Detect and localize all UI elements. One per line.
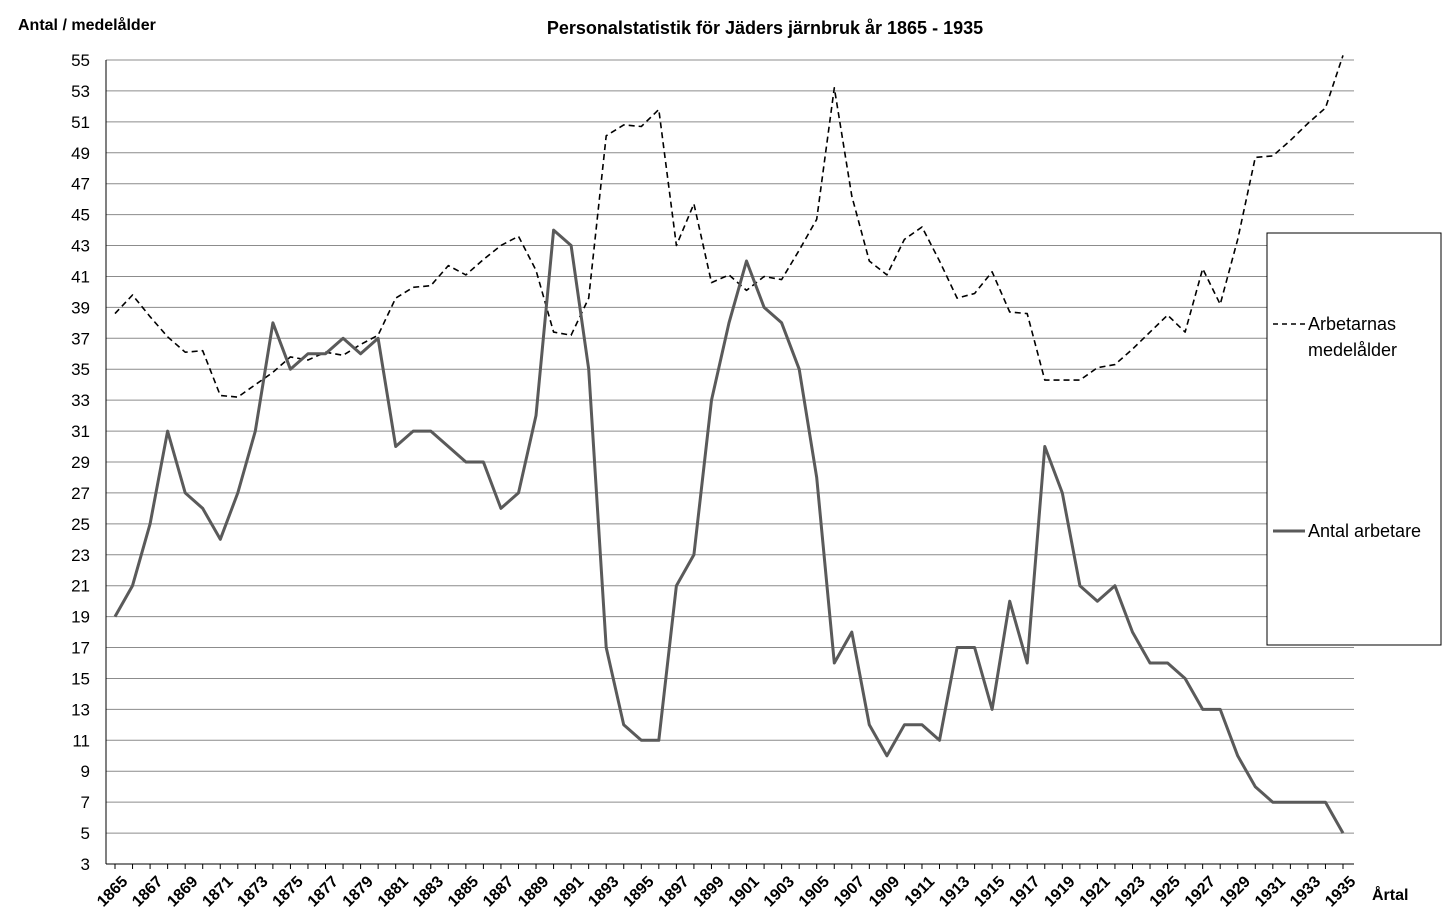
y-tick-label: 45 (71, 206, 90, 225)
x-tick-label: 1907 (831, 873, 868, 910)
legend: Arbetarnas medelålder Antal arbetare (1266, 232, 1442, 646)
legend-box (1266, 232, 1442, 646)
x-tick-label: 1925 (1147, 873, 1184, 910)
x-tick-label: 1889 (515, 873, 552, 910)
y-tick-label: 21 (71, 577, 90, 596)
x-tick-label: 1911 (902, 873, 939, 910)
y-tick-label: 31 (71, 422, 90, 441)
x-tick-label: 1871 (199, 873, 236, 910)
x-tick-label: 1865 (94, 873, 131, 910)
x-tick-label: 1895 (620, 873, 657, 910)
x-tick-label: 1905 (796, 873, 833, 910)
x-tick-label: 1919 (1041, 873, 1078, 910)
y-tick-label: 53 (71, 82, 90, 101)
series-line-1 (113, 228, 1345, 834)
y-tick-label: 33 (71, 391, 90, 410)
x-tick-label: 1879 (340, 873, 377, 910)
x-tick-label: 1929 (1217, 873, 1254, 910)
y-axis-label: Antal / medelålder (18, 16, 156, 34)
x-tick-label: 1869 (164, 873, 201, 910)
x-tick-label: 1915 (971, 873, 1008, 910)
x-tick-label: 1897 (655, 873, 692, 910)
x-tick-label: 1927 (1182, 873, 1219, 910)
x-tick-label: 1913 (936, 873, 973, 910)
chart-title: Personalstatistik för Jäders järnbruk år… (547, 18, 983, 38)
x-tick-label: 1875 (270, 873, 307, 910)
legend-label-antal: Antal arbetare (1308, 521, 1421, 541)
y-tick-label: 13 (71, 700, 90, 719)
x-tick-label: 1921 (1077, 873, 1114, 910)
y-tick-label: 29 (71, 453, 90, 472)
y-tick-label: 27 (71, 484, 90, 503)
x-tick-label: 1935 (1322, 873, 1359, 910)
y-tick-label: 51 (71, 113, 90, 132)
y-tick-label: 49 (71, 144, 90, 163)
y-tick-label: 7 (81, 793, 90, 812)
x-tick-label: 1887 (480, 873, 517, 910)
y-tick-label: 19 (71, 608, 90, 627)
y-tick-label: 5 (81, 824, 90, 843)
x-tick-label: 1885 (445, 873, 482, 910)
x-tick-label: 1909 (866, 873, 903, 910)
series-line-0 (114, 55, 1344, 398)
x-axis-ticks: 1865186718691871187318751877187918811883… (94, 864, 1359, 910)
x-tick-label: 1883 (410, 873, 447, 910)
legend-label-medelalder-line2: medelålder (1308, 340, 1397, 360)
x-tick-label: 1903 (761, 873, 798, 910)
y-tick-label: 39 (71, 298, 90, 317)
x-tick-label: 1881 (375, 873, 412, 910)
x-tick-label: 1867 (129, 873, 166, 910)
y-tick-label: 35 (71, 360, 90, 379)
x-tick-label: 1893 (585, 873, 622, 910)
series-group (113, 55, 1345, 834)
y-tick-label: 25 (71, 515, 90, 534)
x-tick-label: 1931 (1252, 873, 1289, 910)
y-axis-ticks: 3579111315171921232527293133353739414345… (71, 51, 90, 874)
y-tick-label: 15 (71, 669, 90, 688)
x-tick-label: 1891 (550, 873, 587, 910)
y-tick-label: 9 (81, 762, 90, 781)
y-tick-label: 55 (71, 51, 90, 70)
x-tick-label: 1933 (1287, 873, 1324, 910)
x-tick-label: 1901 (726, 873, 763, 910)
x-tick-label: 1917 (1006, 873, 1043, 910)
y-tick-label: 23 (71, 546, 90, 565)
y-tick-label: 43 (71, 237, 90, 256)
x-axis-label: Årtal (1372, 885, 1408, 904)
y-tick-label: 41 (71, 267, 90, 286)
y-tick-label: 11 (72, 731, 90, 750)
y-tick-label: 37 (71, 329, 90, 348)
legend-label-medelalder-line1: Arbetarnas (1308, 314, 1396, 334)
x-tick-label: 1923 (1112, 873, 1149, 910)
gridlines (105, 59, 1354, 865)
x-tick-label: 1899 (691, 873, 728, 910)
y-tick-label: 17 (71, 639, 90, 658)
y-tick-label: 3 (81, 855, 90, 874)
y-tick-label: 47 (71, 175, 90, 194)
x-tick-label: 1873 (234, 873, 271, 910)
x-tick-label: 1877 (305, 873, 342, 910)
